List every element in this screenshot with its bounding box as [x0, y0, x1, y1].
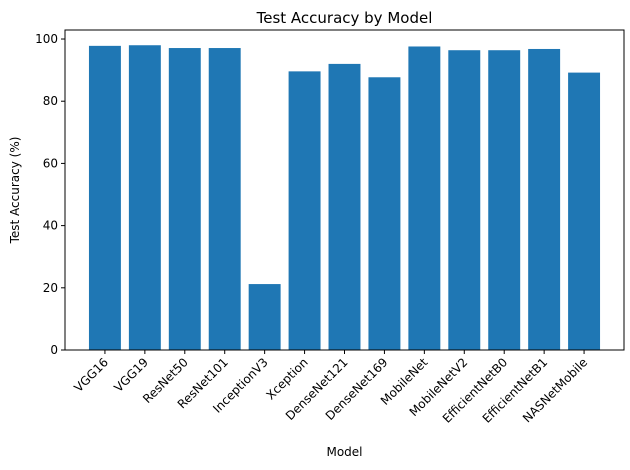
bar-densenet169	[368, 77, 401, 350]
bar-resnet50	[168, 48, 201, 351]
bar-vgg19	[128, 45, 161, 350]
x-axis-ticks: VGG16 VGG19ResNet50ResNet101InceptionV3Xc…	[71, 350, 590, 426]
x-tick-label: VGG19	[111, 355, 151, 395]
bar-efficientnetb0	[488, 50, 521, 350]
bar-mobilenet	[408, 46, 441, 350]
y-tick-label: 80	[43, 94, 58, 108]
bar-resnet101	[208, 48, 241, 351]
bar-mobilenetv2	[448, 50, 481, 350]
bar-vgg16	[88, 45, 121, 351]
y-tick-label: 20	[43, 281, 58, 295]
y-tick-label: 60	[43, 156, 58, 170]
bar-densenet121	[328, 63, 361, 351]
plot-frame	[64, 29, 625, 351]
bar-nasnetmobile	[568, 72, 601, 351]
y-tick-label: 0	[50, 343, 58, 357]
x-axis-label: Model	[326, 445, 362, 459]
y-axis-ticks: 0 20 40 60 80 100	[35, 32, 65, 357]
y-tick-label: 40	[43, 219, 58, 233]
y-axis-label: Test Accuracy (%)	[8, 137, 22, 245]
bar-xception	[288, 71, 321, 351]
bar-inceptionv3	[248, 284, 281, 350]
chart-title: Test Accuracy by Model	[256, 9, 433, 27]
x-tick-label: VGG16	[71, 355, 111, 395]
bar-efficientnetb1	[528, 48, 561, 350]
bars-group	[88, 45, 601, 351]
y-tick-label: 100	[35, 32, 58, 46]
